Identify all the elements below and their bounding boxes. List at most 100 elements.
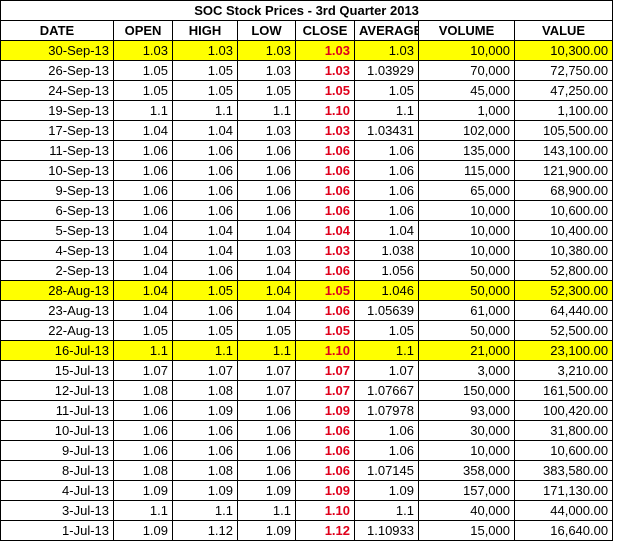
cell-value: 68,900.00 xyxy=(513,180,614,201)
table-row: 9-Jul-13 1.06 1.06 1.06 1.06 1.06 10,000 10,600… xyxy=(0,440,614,461)
cell-volume: 157,000 xyxy=(418,480,515,501)
cell-date: 28-Aug-13 xyxy=(0,280,114,301)
cell-close: 1.05 xyxy=(295,320,355,341)
cell-low: 1.06 xyxy=(237,400,296,421)
cell-value: 10,380.00 xyxy=(513,240,614,261)
cell-high: 1.04 xyxy=(172,120,238,141)
cell-value: 161,500.00 xyxy=(513,380,614,401)
header-row: DATE OPEN HIGH LOW CLOSE AVERAGE VOLUME … xyxy=(0,20,614,41)
table-row: 19-Sep-13 1.1 1.1 1.1 1.10 1.1 1,000 1,100.00 xyxy=(0,100,614,121)
cell-average: 1.07667 xyxy=(354,380,419,401)
cell-high: 1.09 xyxy=(172,480,238,501)
cell-average: 1.07145 xyxy=(354,460,419,481)
cell-close: 1.06 xyxy=(295,300,355,321)
cell-high: 1.06 xyxy=(172,160,238,181)
cell-average: 1.03929 xyxy=(354,60,419,81)
cell-average: 1.05 xyxy=(354,320,419,341)
cell-open: 1.04 xyxy=(113,120,173,141)
cell-date: 5-Sep-13 xyxy=(0,220,114,241)
cell-date: 8-Jul-13 xyxy=(0,460,114,481)
cell-average: 1.06 xyxy=(354,140,419,161)
cell-close: 1.06 xyxy=(295,180,355,201)
cell-open: 1.08 xyxy=(113,460,173,481)
cell-date: 9-Sep-13 xyxy=(0,180,114,201)
cell-average: 1.03 xyxy=(354,40,419,61)
table-row: 8-Jul-13 1.08 1.08 1.06 1.06 1.07145 358,000 38… xyxy=(0,460,614,481)
table-row: 2-Sep-13 1.04 1.06 1.04 1.06 1.056 50,000 52,80… xyxy=(0,260,614,281)
cell-average: 1.06 xyxy=(354,200,419,221)
cell-date: 1-Jul-13 xyxy=(0,520,114,541)
cell-date: 19-Sep-13 xyxy=(0,100,114,121)
cell-low: 1.05 xyxy=(237,80,296,101)
cell-open: 1.1 xyxy=(113,340,173,361)
table-row: 30-Sep-13 1.03 1.03 1.03 1.03 1.03 10,000 10,30… xyxy=(0,40,614,61)
table-row: 11-Sep-13 1.06 1.06 1.06 1.06 1.06 135,000 143,… xyxy=(0,140,614,161)
cell-open: 1.07 xyxy=(113,360,173,381)
cell-average: 1.06 xyxy=(354,420,419,441)
cell-volume: 93,000 xyxy=(418,400,515,421)
cell-low: 1.06 xyxy=(237,160,296,181)
cell-open: 1.05 xyxy=(113,320,173,341)
cell-average: 1.04 xyxy=(354,220,419,241)
cell-average: 1.05639 xyxy=(354,300,419,321)
cell-value: 383,580.00 xyxy=(513,460,614,481)
cell-value: 10,300.00 xyxy=(513,40,614,61)
cell-high: 1.05 xyxy=(172,280,238,301)
table-row: 26-Sep-13 1.05 1.05 1.03 1.03 1.03929 70,000 72… xyxy=(0,60,614,81)
cell-high: 1.06 xyxy=(172,200,238,221)
cell-open: 1.06 xyxy=(113,160,173,181)
cell-volume: 3,000 xyxy=(418,360,515,381)
cell-low: 1.06 xyxy=(237,460,296,481)
cell-close: 1.09 xyxy=(295,400,355,421)
cell-close: 1.10 xyxy=(295,340,355,361)
table-row: 24-Sep-13 1.05 1.05 1.05 1.05 1.05 45,000 47,25… xyxy=(0,80,614,101)
cell-volume: 1,000 xyxy=(418,100,515,121)
cell-value: 143,100.00 xyxy=(513,140,614,161)
cell-date: 4-Jul-13 xyxy=(0,480,114,501)
cell-volume: 70,000 xyxy=(418,60,515,81)
cell-high: 1.1 xyxy=(172,340,238,361)
cell-average: 1.056 xyxy=(354,260,419,281)
cell-low: 1.06 xyxy=(237,420,296,441)
cell-close: 1.06 xyxy=(295,460,355,481)
cell-value: 121,900.00 xyxy=(513,160,614,181)
cell-low: 1.07 xyxy=(237,360,296,381)
cell-volume: 102,000 xyxy=(418,120,515,141)
cell-value: 31,800.00 xyxy=(513,420,614,441)
cell-date: 26-Sep-13 xyxy=(0,60,114,81)
cell-value: 52,500.00 xyxy=(513,320,614,341)
cell-open: 1.05 xyxy=(113,80,173,101)
cell-open: 1.1 xyxy=(113,500,173,521)
cell-value: 44,000.00 xyxy=(513,500,614,521)
cell-close: 1.06 xyxy=(295,140,355,161)
cell-low: 1.03 xyxy=(237,120,296,141)
cell-volume: 61,000 xyxy=(418,300,515,321)
table-row: 15-Jul-13 1.07 1.07 1.07 1.07 1.07 3,000 3,210.… xyxy=(0,360,614,381)
cell-open: 1.08 xyxy=(113,380,173,401)
cell-volume: 115,000 xyxy=(418,160,515,181)
cell-close: 1.05 xyxy=(295,280,355,301)
table-row: 4-Sep-13 1.04 1.04 1.03 1.03 1.038 10,000 10,38… xyxy=(0,240,614,261)
cell-date: 4-Sep-13 xyxy=(0,240,114,261)
table-row: 5-Sep-13 1.04 1.04 1.04 1.04 1.04 10,000 10,400… xyxy=(0,220,614,241)
cell-open: 1.05 xyxy=(113,60,173,81)
table-row: 10-Sep-13 1.06 1.06 1.06 1.06 1.06 115,000 121,… xyxy=(0,160,614,181)
cell-low: 1.03 xyxy=(237,40,296,61)
cell-volume: 50,000 xyxy=(418,320,515,341)
cell-average: 1.046 xyxy=(354,280,419,301)
cell-date: 2-Sep-13 xyxy=(0,260,114,281)
cell-open: 1.06 xyxy=(113,420,173,441)
cell-high: 1.03 xyxy=(172,40,238,61)
cell-high: 1.06 xyxy=(172,420,238,441)
cell-volume: 65,000 xyxy=(418,180,515,201)
cell-date: 22-Aug-13 xyxy=(0,320,114,341)
cell-high: 1.06 xyxy=(172,260,238,281)
cell-average: 1.038 xyxy=(354,240,419,261)
table-body: 30-Sep-13 1.03 1.03 1.03 1.03 1.03 10,000 10,30… xyxy=(0,40,614,541)
cell-volume: 135,000 xyxy=(418,140,515,161)
cell-low: 1.03 xyxy=(237,240,296,261)
cell-high: 1.06 xyxy=(172,140,238,161)
cell-average: 1.10933 xyxy=(354,520,419,541)
sheet-title: SOC Stock Prices - 3rd Quarter 2013 xyxy=(0,0,614,21)
